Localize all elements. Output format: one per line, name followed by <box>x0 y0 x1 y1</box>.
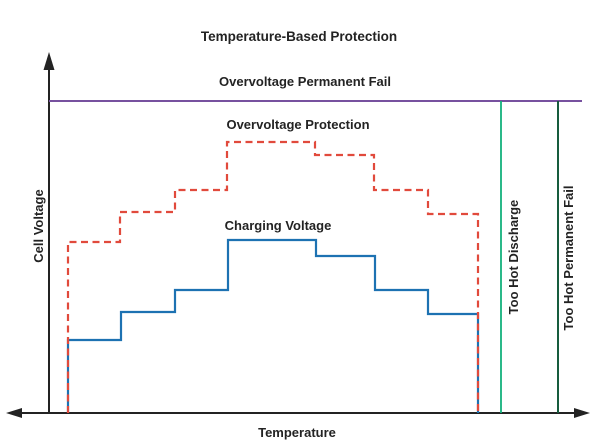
charging-voltage-label: Charging Voltage <box>224 218 332 233</box>
temperature-axis-label: Temperature <box>258 425 336 440</box>
x-axis-arrow-left-icon <box>6 408 22 418</box>
series-overvoltage-protection-line <box>66 140 480 413</box>
too-hot-permanent-fail-label: Too Hot Permanent Fail <box>561 185 576 331</box>
series-charging-voltage-line <box>66 238 480 413</box>
y-axis-arrow-up-icon <box>43 52 55 70</box>
too-hot-discharge-label: Too Hot Discharge <box>506 199 521 315</box>
overvoltage-permanent-fail-label: Overvoltage Permanent Fail <box>219 74 391 89</box>
chart-title: Temperature-Based Protection <box>200 29 398 44</box>
x-axis-arrow-right-icon <box>574 408 590 418</box>
cell-voltage-axis-label: Cell Voltage <box>31 189 46 263</box>
overvoltage-protection-label: Overvoltage Protection <box>226 117 370 132</box>
